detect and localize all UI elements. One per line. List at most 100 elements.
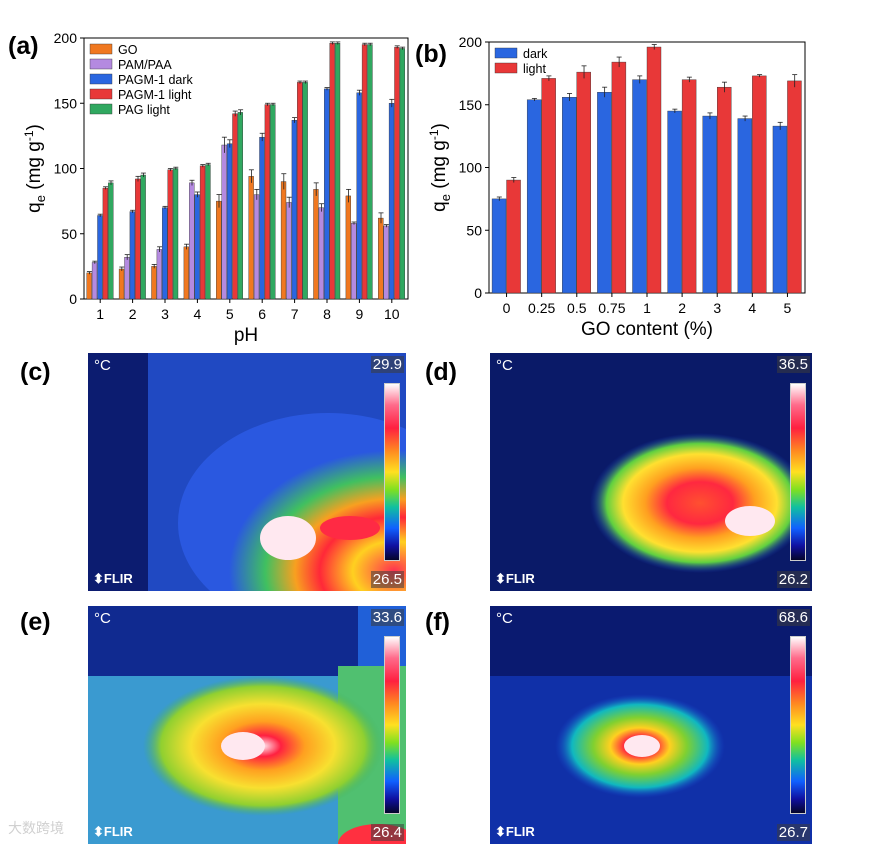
bar bbox=[291, 120, 297, 300]
y-tick-label: 200 bbox=[54, 30, 78, 46]
thermal-image-e: °C 33.6 26.4 ⬍FLIR bbox=[88, 606, 406, 844]
x-tick-label: 4 bbox=[194, 306, 202, 322]
thermal-image-d: °C 36.5 26.2 ⬍FLIR bbox=[490, 353, 812, 591]
bar bbox=[597, 91, 612, 294]
legend-label: dark bbox=[523, 47, 548, 61]
y-tick-label: 50 bbox=[466, 222, 482, 238]
y-axis-label: qe (mg g-1) bbox=[22, 124, 48, 213]
flir-logo: ⬍FLIR bbox=[495, 571, 535, 586]
bar bbox=[302, 82, 308, 300]
bar bbox=[151, 266, 157, 300]
bar bbox=[632, 79, 647, 294]
x-tick-label: 7 bbox=[291, 306, 299, 322]
bar bbox=[702, 115, 717, 294]
x-tick-label: 1 bbox=[643, 300, 651, 316]
legend-swatch bbox=[89, 73, 113, 85]
y-tick-label: 150 bbox=[459, 97, 483, 113]
panel-label-d: (d) bbox=[425, 358, 457, 386]
legend-swatch bbox=[494, 62, 518, 74]
bar bbox=[318, 207, 324, 300]
bar bbox=[135, 178, 141, 300]
bar bbox=[388, 103, 395, 300]
bar bbox=[216, 200, 222, 300]
x-tick-label: 3 bbox=[161, 306, 169, 322]
legend-label: GO bbox=[118, 43, 138, 57]
unit-label: °C bbox=[496, 357, 513, 374]
bar bbox=[378, 217, 384, 300]
bar bbox=[313, 189, 319, 300]
max-temperature: 36.5 bbox=[776, 356, 810, 373]
legend-label: PAM/PAA bbox=[118, 58, 172, 72]
thermal-image-f: °C 68.6 26.7 ⬍FLIR bbox=[490, 606, 812, 844]
min-temperature: 26.4 bbox=[370, 824, 404, 841]
bar bbox=[526, 99, 542, 294]
bar bbox=[772, 125, 788, 294]
bar bbox=[172, 168, 179, 300]
bar bbox=[194, 194, 200, 300]
y-tick-label: 0 bbox=[474, 285, 482, 301]
x-axis-label: GO content (%) bbox=[581, 319, 713, 340]
bar bbox=[167, 169, 173, 300]
bar bbox=[737, 118, 753, 294]
thermal-scene-c bbox=[88, 353, 406, 591]
bar bbox=[86, 272, 92, 300]
bar bbox=[237, 112, 243, 300]
bar bbox=[97, 215, 103, 300]
bar bbox=[232, 113, 238, 300]
y-tick-label: 150 bbox=[54, 95, 78, 111]
legend-label: PAGM-1 dark bbox=[118, 73, 194, 87]
panel-label-a: (a) bbox=[8, 32, 39, 60]
bar bbox=[752, 75, 767, 294]
color-scale-bar bbox=[384, 383, 400, 561]
panel-label-b: (b) bbox=[415, 40, 447, 68]
bar bbox=[140, 174, 146, 300]
thermal-scene-f bbox=[490, 606, 812, 844]
bar bbox=[351, 223, 357, 300]
y-tick-label: 100 bbox=[54, 161, 78, 177]
bar bbox=[162, 207, 168, 300]
bar bbox=[646, 46, 662, 294]
max-temperature: 33.6 bbox=[370, 609, 404, 626]
watermark: 大数跨境 bbox=[8, 820, 64, 836]
x-tick-label: 2 bbox=[129, 306, 137, 322]
bar bbox=[562, 97, 577, 294]
unit-label: °C bbox=[496, 610, 513, 627]
bar bbox=[681, 79, 697, 294]
bar bbox=[286, 202, 292, 300]
x-tick-label: 2 bbox=[678, 300, 686, 316]
max-temperature: 29.9 bbox=[370, 356, 404, 373]
bar bbox=[280, 181, 287, 300]
legend-label: light bbox=[523, 62, 546, 76]
flir-logo: ⬍FLIR bbox=[93, 824, 133, 839]
bar bbox=[541, 78, 556, 294]
y-tick-label: 200 bbox=[459, 34, 483, 50]
x-tick-label: 6 bbox=[258, 306, 266, 322]
bar bbox=[205, 164, 211, 300]
unit-label: °C bbox=[94, 610, 111, 627]
x-tick-label: 5 bbox=[784, 300, 792, 316]
bar bbox=[506, 179, 521, 294]
legend-swatch bbox=[89, 103, 113, 115]
bar bbox=[129, 211, 135, 300]
bar bbox=[667, 110, 682, 294]
bar bbox=[183, 246, 189, 300]
x-tick-label: 4 bbox=[748, 300, 756, 316]
x-tick-label: 0.75 bbox=[598, 300, 625, 316]
bar bbox=[199, 165, 206, 300]
bar bbox=[329, 43, 335, 300]
thermal-scene-e bbox=[88, 606, 406, 844]
bar bbox=[91, 262, 98, 300]
panel-label-f: (f) bbox=[425, 608, 450, 636]
x-tick-label: 0.5 bbox=[567, 300, 587, 316]
legend-label: PAGM-1 light bbox=[118, 88, 192, 102]
thermal-image-c: °C 29.9 26.5 ⬍FLIR bbox=[88, 353, 406, 591]
x-tick-label: 0.25 bbox=[528, 300, 555, 316]
bar bbox=[399, 48, 405, 300]
bar bbox=[108, 182, 114, 300]
bar bbox=[118, 268, 125, 300]
y-tick-label: 100 bbox=[459, 160, 483, 176]
bar bbox=[324, 88, 330, 300]
legend-swatch bbox=[89, 58, 113, 70]
